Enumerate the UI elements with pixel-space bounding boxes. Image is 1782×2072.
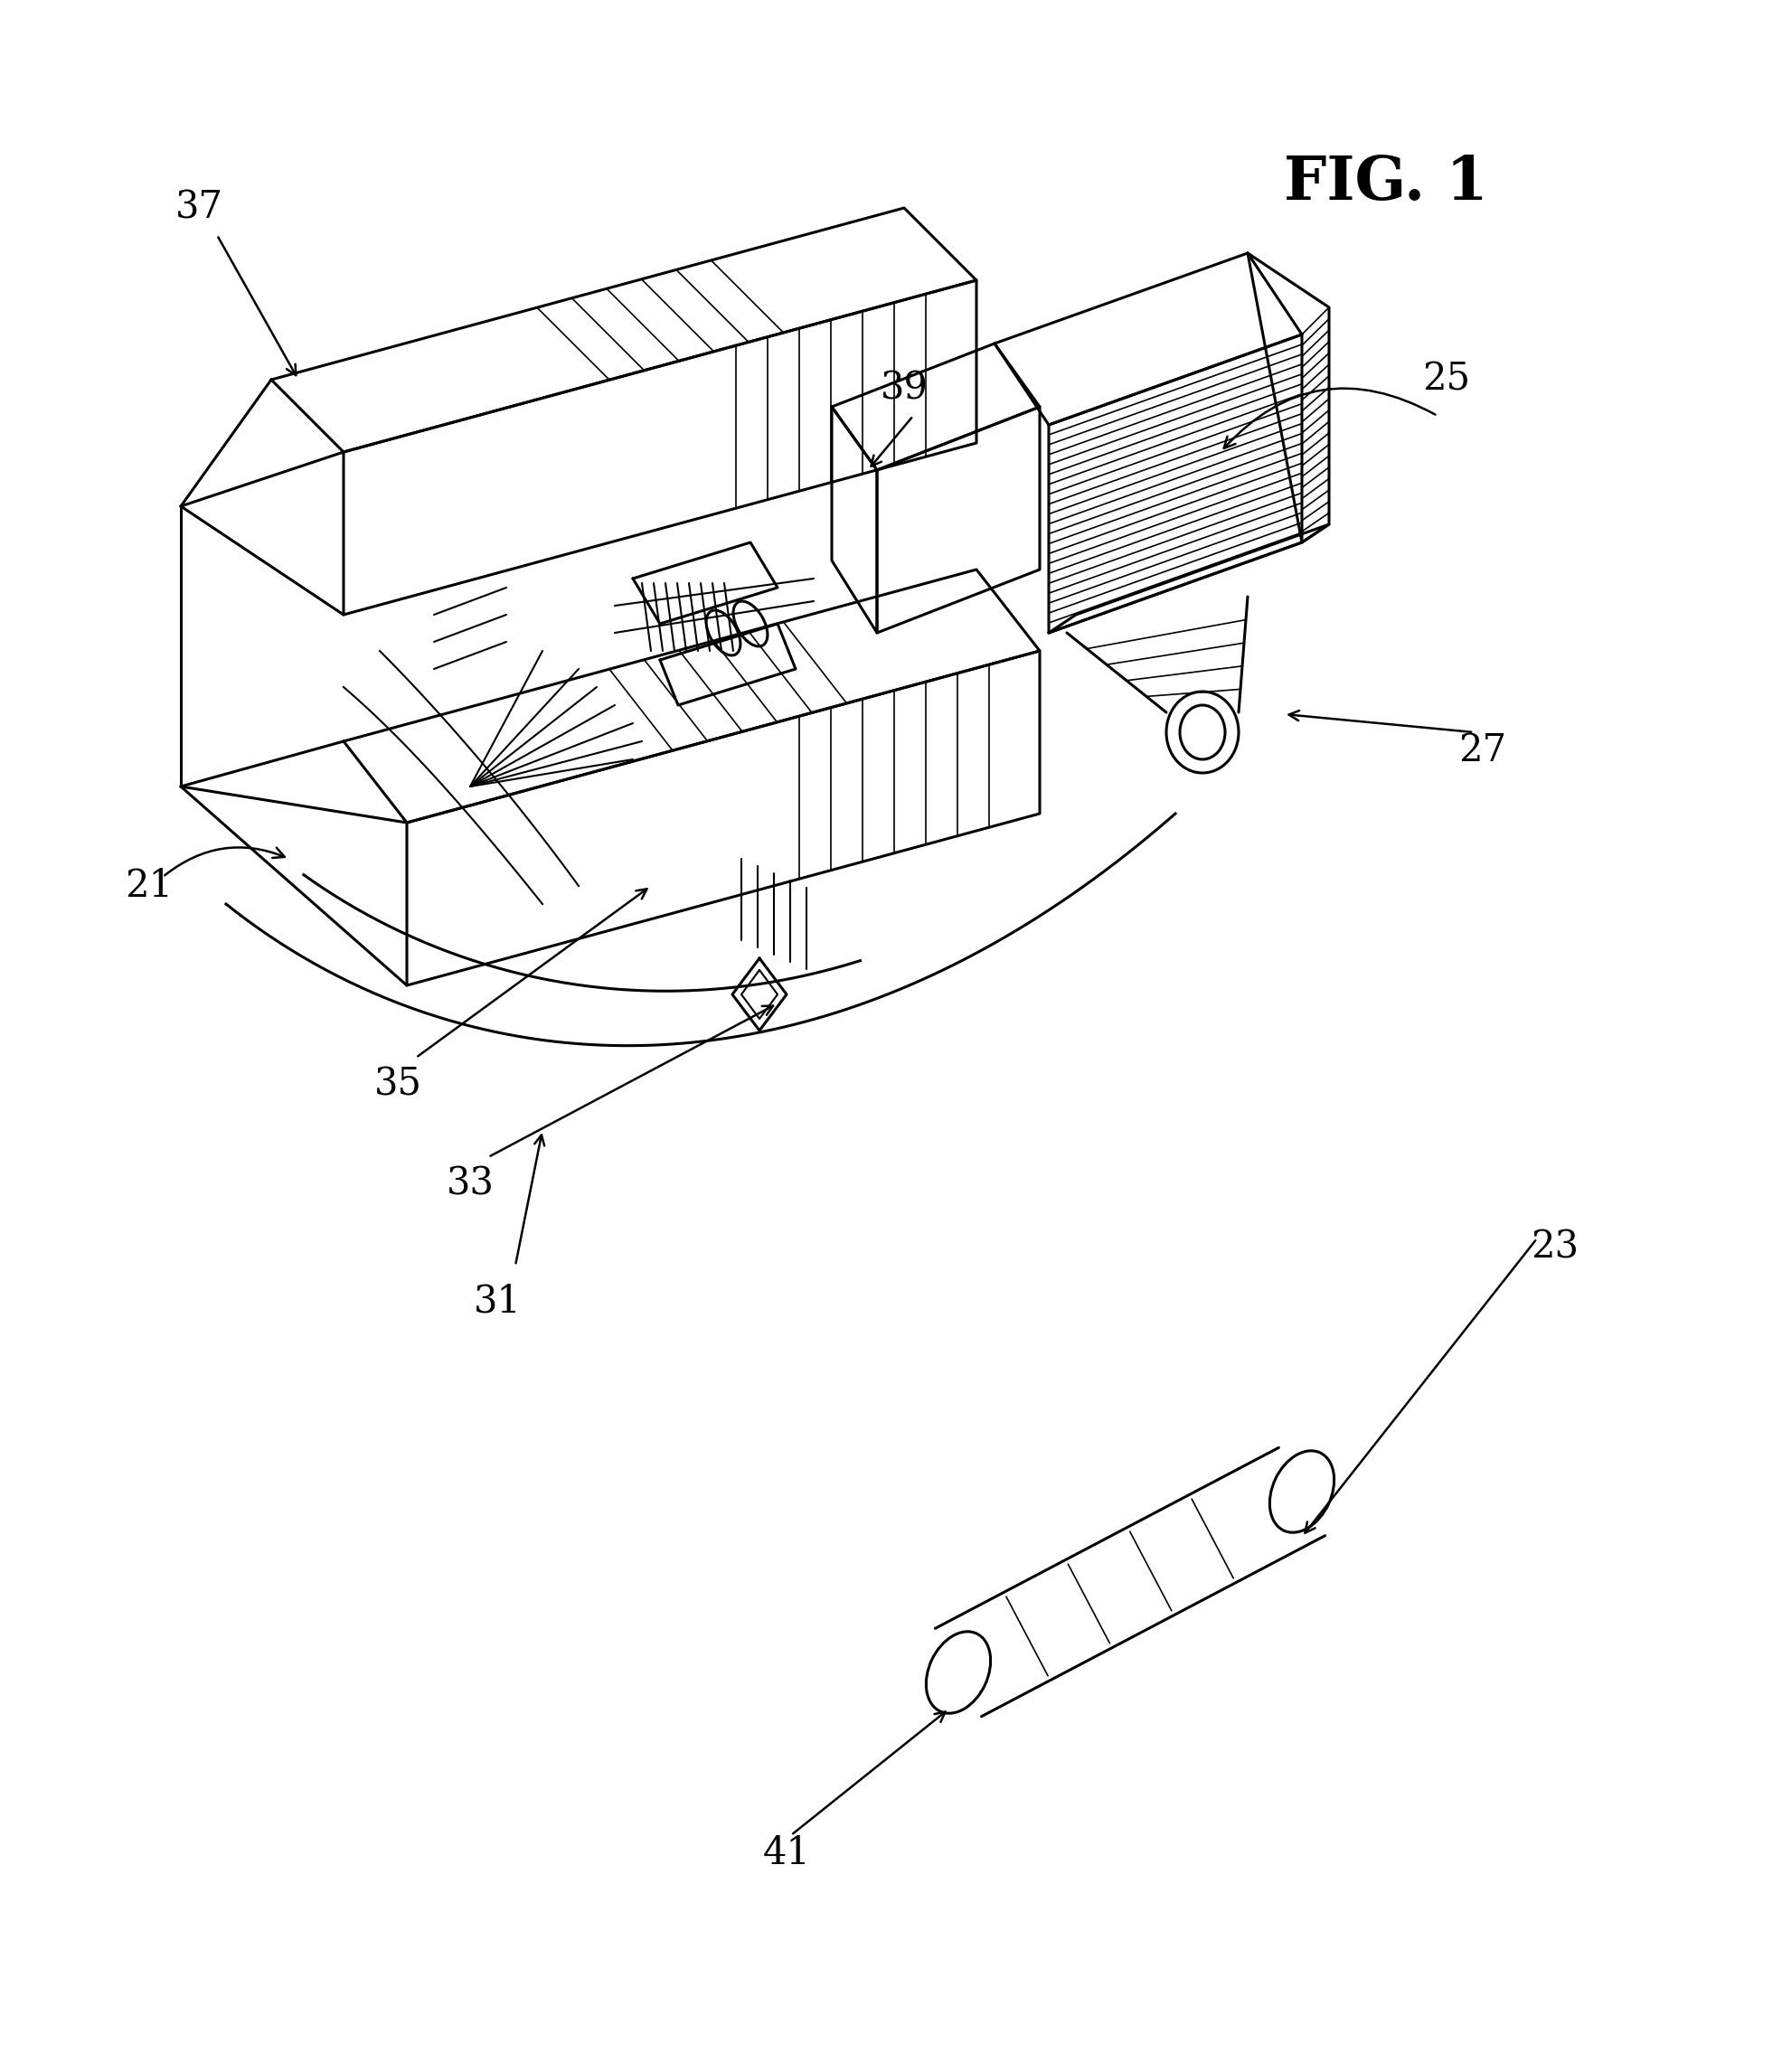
Text: 35: 35 bbox=[374, 1065, 422, 1104]
Text: 37: 37 bbox=[175, 189, 223, 228]
Text: 39: 39 bbox=[880, 369, 928, 408]
Text: 21: 21 bbox=[125, 866, 173, 905]
Text: 27: 27 bbox=[1459, 731, 1508, 769]
Text: 41: 41 bbox=[763, 1834, 811, 1873]
Text: 23: 23 bbox=[1531, 1229, 1579, 1266]
Text: 25: 25 bbox=[1422, 361, 1470, 398]
Text: 33: 33 bbox=[446, 1164, 494, 1204]
Text: 31: 31 bbox=[474, 1283, 520, 1320]
Text: FIG. 1: FIG. 1 bbox=[1283, 153, 1488, 213]
